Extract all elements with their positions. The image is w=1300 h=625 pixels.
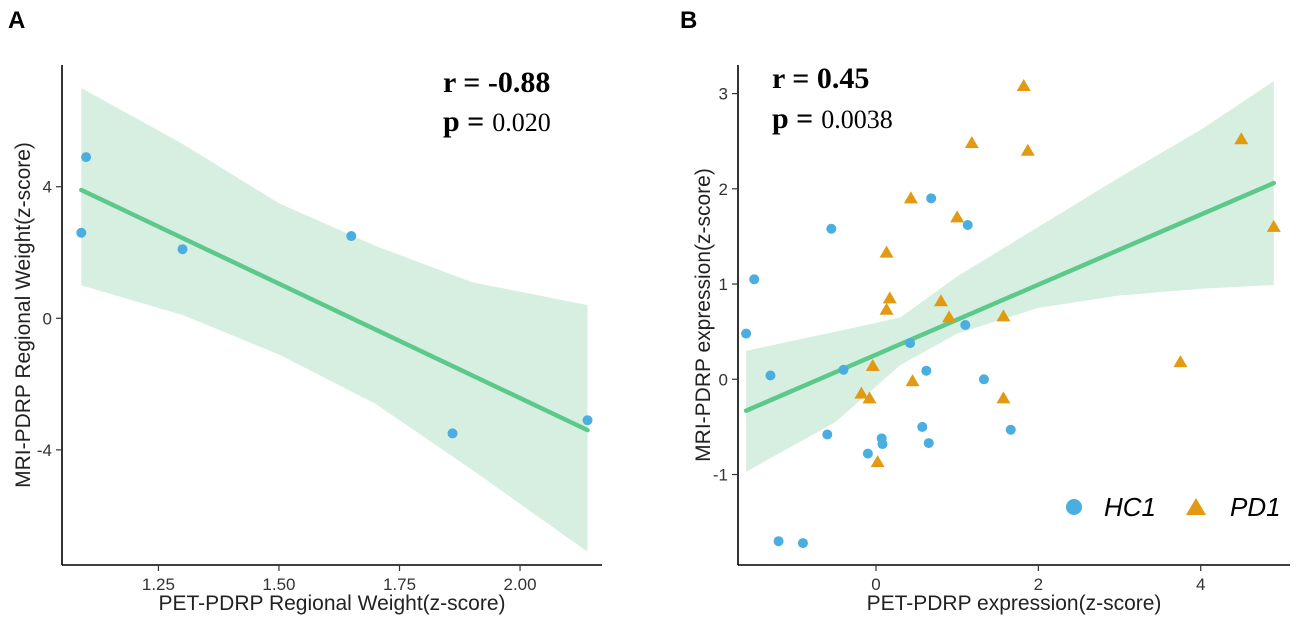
panel-b-hc1-point-7 [838, 364, 849, 375]
panel-a-points-point-5 [582, 415, 593, 426]
panel-b-hc1-point-4 [797, 538, 808, 549]
panel-b-y-tick-label-0: 3 [719, 85, 728, 104]
panel-b-y-ticks: 3 2 1 0 -1 [713, 85, 738, 485]
panel-a-y-tick-label-2: -4 [37, 441, 52, 460]
panel-b-hc1-point-17 [962, 220, 973, 230]
panel-b-pd1-point-2 [882, 291, 897, 304]
panel-b-hc1-point-2 [765, 370, 776, 381]
panel-b-pd1-point-11 [950, 210, 965, 223]
panel-b-pd1-point-0 [903, 191, 918, 204]
panel-b-pd1-point-9 [933, 294, 948, 307]
panel-a-p-label: p = [443, 105, 484, 138]
panel-a-x-ticks: 1.25 1.50 1.75 2.00 [142, 565, 537, 594]
panel-b-pd1-point-15 [1016, 78, 1031, 91]
panel-b-pd1-point-5 [862, 391, 877, 404]
panel-b-pd1-point-6 [865, 358, 880, 371]
panel-b-hc1-point-0 [741, 328, 752, 339]
panel-b-pd1-point-1 [879, 245, 894, 258]
panel-b-hc1-point-12 [917, 421, 928, 432]
panel-b-hc1-point-15 [923, 438, 934, 449]
panel-b-points [741, 78, 1281, 549]
panel-b-hc1-point-18 [978, 374, 989, 385]
panel-b-hc1-point-11 [905, 338, 916, 349]
panel-a-points-point-0 [81, 152, 92, 163]
panel-a-x-tick-label-1: 1.50 [262, 575, 295, 594]
panel-b-y-tick-label-1: 2 [719, 180, 728, 199]
panel-b-pd1-point-12 [964, 136, 979, 149]
panel-a-p-statistic: p = 0.020 [443, 105, 551, 138]
panel-b-p-label: p = [772, 102, 813, 135]
panel-b-r-statistic: r = 0.45 [772, 62, 869, 95]
panel-b-hc1-point-6 [822, 429, 833, 440]
panel-a-x-tick-label-2: 1.75 [383, 575, 416, 594]
panel-a-y-axis-title: MRI-PDRP Regional Weight(z-score) [12, 142, 35, 488]
panel-a-x-tick-label-0: 1.25 [142, 575, 175, 594]
panel-b-p-value: 0.0038 [821, 105, 893, 134]
panel-b-pd1-point-4 [854, 386, 869, 399]
panel-a-y-tick-label-0: 4 [43, 178, 52, 197]
legend-pd1-label: PD1 [1230, 492, 1281, 522]
panel-b-hc1-point-1 [749, 274, 760, 285]
panel-a-regression-line [79, 187, 590, 433]
panel-b-x-tick-label-2: 4 [1196, 575, 1205, 594]
panel-b-hc1-point-8 [862, 448, 873, 459]
panel-b-hc1-point-3 [773, 536, 784, 547]
panel-b-pd1-point-17 [1173, 355, 1188, 368]
panel-b-y-axis-title: MRI-PDRP expression(z-score) [692, 168, 715, 462]
panel-a-points-point-3 [346, 231, 357, 242]
panel-a-x-axis-title: PET-PDRP Regional Weight(z-score) [158, 592, 505, 615]
panel-b-pd1-point-13 [996, 309, 1011, 322]
panel-b-p-statistic: p = 0.0038 [772, 102, 893, 135]
panel-b-pd1-point-19 [1266, 219, 1281, 232]
panel-b-hc1-point-14 [926, 193, 937, 204]
panel-b-hc1-point-13 [921, 365, 932, 376]
panel-b-pd1-point-7 [870, 455, 885, 468]
panel-b-letter: B [680, 7, 697, 34]
panel-a: A 1.25 1.50 1.75 2.00 4 0 -4 PET-PDRP Regiona… [8, 7, 602, 615]
panel-b-x-axis-title: PET-PDRP expression(z-score) [867, 592, 1162, 615]
panel-b: B 0 2 4 3 2 1 0 -1 PET-PDRP expression(z-score… [680, 7, 1290, 615]
panel-b-regression-line [743, 180, 1277, 413]
panel-a-p-value: 0.020 [492, 108, 551, 137]
legend-hc1-label: HC1 [1104, 492, 1156, 522]
panel-a-points [76, 152, 593, 439]
panel-b-x-tick-label-0: 0 [871, 575, 880, 594]
panel-a-confidence-band [81, 88, 588, 552]
panel-b-pd1-point-3 [879, 302, 894, 315]
panel-b-hc1-point-19 [1005, 424, 1016, 435]
panel-a-x-tick-label-3: 2.00 [503, 575, 536, 594]
panel-b-confidence-band [746, 81, 1274, 472]
panel-a-points-point-2 [177, 244, 188, 255]
panel-b-legend: HC1 PD1 [1066, 492, 1281, 522]
panel-a-r-statistic: r = -0.88 [443, 66, 550, 99]
panel-b-pd1-point-18 [1234, 132, 1249, 145]
panel-b-hc1-point-16 [960, 320, 971, 330]
panel-b-pd1-point-16 [1020, 143, 1035, 156]
panel-b-y-tick-label-3: 0 [719, 370, 728, 389]
panel-a-y-tick-label-1: 0 [43, 309, 52, 328]
panel-a-letter: A [8, 7, 25, 34]
panel-b-pd1-point-10 [942, 310, 957, 323]
panel-b-x-tick-label-1: 2 [1034, 575, 1043, 594]
panel-b-pd1-point-8 [905, 374, 920, 387]
legend-hc1-marker [1066, 499, 1082, 515]
panel-b-hc1-point-5 [826, 223, 837, 234]
panel-b-x-ticks: 0 2 4 [871, 565, 1205, 594]
panel-b-y-tick-label-2: 1 [719, 275, 728, 294]
panel-b-pd1-point-14 [996, 391, 1011, 404]
panel-a-y-ticks: 4 0 -4 [37, 178, 62, 460]
panel-b-hc1-point-10 [877, 439, 888, 450]
panel-b-y-tick-label-4: -1 [713, 466, 728, 485]
panel-a-points-point-1 [76, 227, 87, 238]
legend-pd1-marker [1186, 498, 1206, 515]
panel-a-points-point-4 [447, 428, 458, 439]
